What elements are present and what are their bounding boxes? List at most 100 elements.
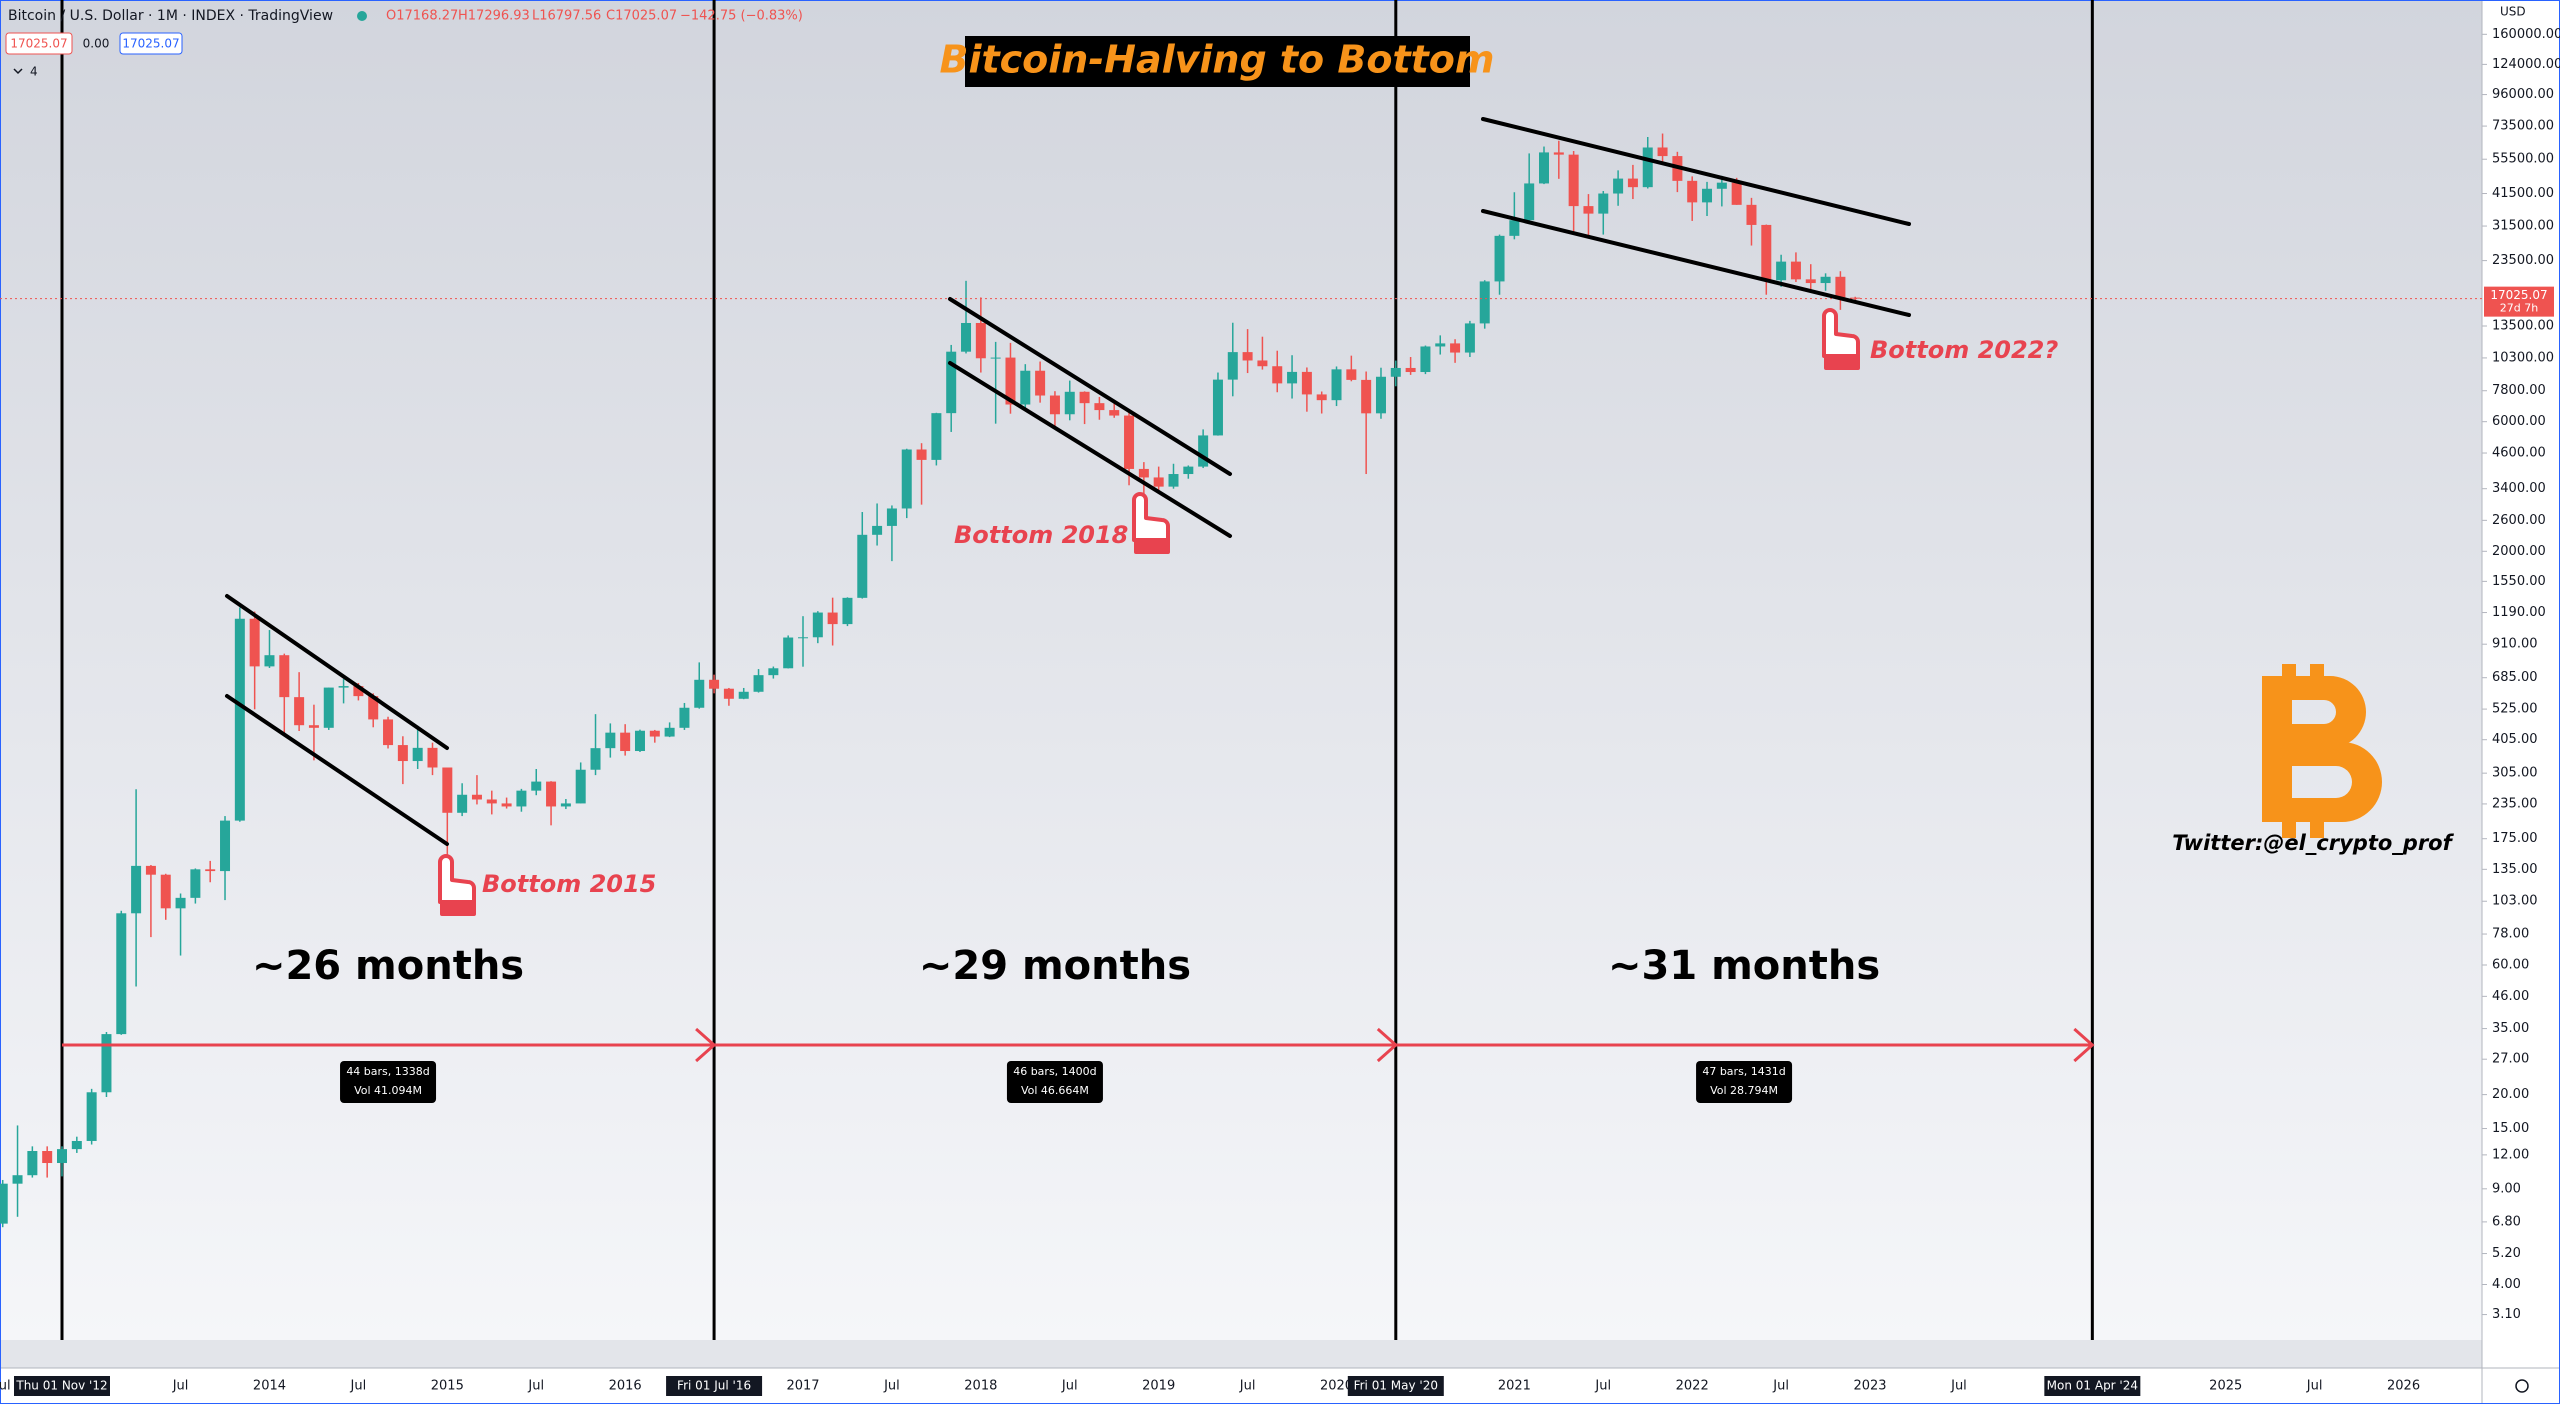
candle-body: [516, 790, 527, 807]
y-tick-label: 124000.00: [2492, 57, 2560, 72]
candle-body: [457, 794, 468, 813]
candle-body: [1613, 178, 1624, 194]
x-tick-label: 2015: [431, 1379, 464, 1394]
candle-body: [397, 745, 408, 762]
x-tick-label: 2019: [1142, 1379, 1175, 1394]
candle-body: [1212, 379, 1223, 436]
candle-body: [1657, 147, 1668, 157]
candle-body: [1790, 261, 1801, 280]
candle-body: [1287, 371, 1298, 384]
y-tick-label: 9.00: [2492, 1181, 2521, 1196]
candle-body: [1227, 352, 1238, 380]
candle-body: [560, 803, 571, 807]
y-tick-label: 910.00: [2492, 637, 2538, 652]
trendline: [948, 297, 1232, 476]
buy-box[interactable]: [119, 32, 183, 55]
y-tick-label: 23500.00: [2492, 253, 2554, 268]
close: C17025.07: [606, 9, 677, 24]
channels: [225, 117, 1911, 846]
candle-body: [294, 697, 305, 726]
y-tick-label: 1550.00: [2492, 574, 2546, 589]
y-tick-label: 6000.00: [2492, 414, 2546, 429]
candle-body: [234, 618, 245, 821]
candle-body: [1198, 435, 1209, 467]
candle-body: [42, 1151, 53, 1164]
candle-body: [323, 687, 334, 728]
candle-body: [590, 748, 601, 770]
countdown: 27d 7h: [2500, 302, 2538, 315]
candle-body: [798, 637, 808, 639]
y-tick-label: 4.00: [2492, 1277, 2521, 1292]
y-tick-label: 55500.00: [2492, 152, 2554, 167]
candle-body: [901, 449, 912, 509]
candle-body: [1435, 343, 1446, 347]
halving-date: Mon 01 Apr '24: [2047, 1379, 2138, 1393]
candle-body: [1746, 204, 1757, 225]
candle-body: [1464, 323, 1475, 353]
title-box: [965, 36, 1470, 87]
y-tick-label: 1190.00: [2492, 605, 2546, 620]
candle-body: [620, 732, 631, 752]
candle-body: [1109, 410, 1120, 416]
x-tick-label: Jul: [1594, 1379, 1611, 1394]
candle-body: [1539, 152, 1549, 184]
candle-body: [190, 869, 201, 898]
y-tick-label: 10300.00: [2492, 350, 2554, 365]
buy-price[interactable]: 17025.07: [122, 37, 179, 51]
settings-icon[interactable]: [2515, 1379, 2529, 1393]
x-tick-label: 2026: [2387, 1379, 2420, 1394]
trendline: [225, 694, 449, 846]
candle-body: [1183, 466, 1194, 475]
y-tick-label: 35.00: [2492, 1021, 2529, 1036]
change: −142.75 (−0.83%): [680, 9, 803, 24]
candle-body: [249, 618, 260, 667]
candle-body: [1642, 147, 1653, 188]
candle-body: [946, 351, 957, 414]
plot: [0, 0, 2482, 1340]
x-tick-label: 2018: [964, 1379, 997, 1394]
sell-price[interactable]: 17025.07: [10, 37, 67, 51]
candle-body: [1272, 366, 1283, 384]
y-tick-label: 160000.00: [2492, 27, 2560, 42]
time-axis: [0, 1368, 2560, 1404]
candle-body: [1316, 394, 1327, 401]
candle-body: [220, 820, 231, 872]
y-tick-label: 12.00: [2492, 1147, 2529, 1162]
currency[interactable]: USD: [2500, 5, 2526, 19]
candle-body: [1094, 403, 1105, 411]
y-tick-label: 15.00: [2492, 1121, 2529, 1136]
bitcoin-logo: [2262, 664, 2382, 838]
candle-body: [723, 688, 734, 699]
chart-title: Bitcoin-Halving to Bottom: [940, 38, 1495, 82]
candle-body: [1064, 391, 1075, 415]
candle-body: [12, 1175, 23, 1184]
x-tick-label: 2021: [1498, 1379, 1531, 1394]
halving-date: Thu 01 Nov '12: [15, 1379, 107, 1393]
candle-body: [649, 730, 660, 737]
bottom-label: Bottom 2022?: [1870, 336, 2058, 364]
sell-box[interactable]: [5, 32, 73, 55]
candle-body: [412, 747, 423, 762]
candle-body: [57, 1149, 67, 1164]
candle-body: [1450, 343, 1461, 353]
hand-icon: [1822, 308, 1860, 370]
y-tick-label: 175.00: [2492, 831, 2538, 846]
candle-body: [1509, 220, 1520, 236]
months-label: ~29 months: [919, 943, 1191, 989]
candle-body: [1020, 370, 1031, 405]
indicator-count[interactable]: 4: [30, 65, 38, 79]
x-tick-label: 2023: [1853, 1379, 1886, 1394]
halving-date-box: [14, 1376, 110, 1396]
candle-body: [753, 675, 764, 692]
candle-body: [1820, 276, 1831, 284]
y-tick-label: 73500.00: [2492, 119, 2554, 134]
collapse-icon[interactable]: [13, 68, 23, 75]
candle-body: [990, 357, 1001, 359]
candle-body: [1805, 279, 1816, 284]
spread: 0.00: [83, 37, 110, 51]
y-tick-label: 3.10: [2492, 1307, 2521, 1322]
y-tick-label: 96000.00: [2492, 87, 2554, 102]
candle-body: [812, 612, 823, 638]
x-tick-label: Jul: [883, 1379, 900, 1394]
